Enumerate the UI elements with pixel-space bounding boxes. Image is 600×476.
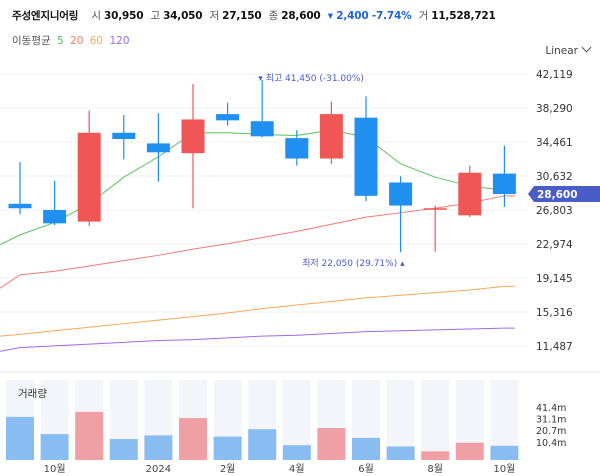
volume-pane-title: 거래량 xyxy=(18,388,47,400)
low-value: 27,150 xyxy=(222,10,262,22)
open-value: 30,950 xyxy=(103,10,144,22)
volume-tick-label: 20.7m xyxy=(536,426,566,437)
close-value: 28,600 xyxy=(281,10,321,22)
scale-label: Linear xyxy=(545,45,578,57)
volume-bar[interactable] xyxy=(386,446,415,460)
max-price-annotation: ▾ 최고 41,450 (-31.00%) xyxy=(258,73,364,84)
volume-bar[interactable] xyxy=(455,442,484,460)
volume-bar[interactable] xyxy=(179,418,207,460)
volume-bar[interactable] xyxy=(109,439,138,460)
candle-body[interactable] xyxy=(492,173,516,195)
candle-body[interactable] xyxy=(423,208,447,210)
stock-name: 주성엔지니어링 xyxy=(12,10,79,22)
change-value: ▾ 2,400 -7.74% xyxy=(327,10,412,22)
volume-bar[interactable] xyxy=(421,451,450,460)
x-tick-label: 10월 xyxy=(493,463,515,475)
y-tick-label: 26,803 xyxy=(536,205,573,217)
x-tick-label: 2024 xyxy=(146,464,171,475)
x-tick-label: 10월 xyxy=(44,463,66,475)
volume-bar[interactable] xyxy=(352,437,380,460)
x-tick-label: 6월 xyxy=(358,463,374,475)
high-value: 34,050 xyxy=(163,10,203,22)
volume-bar[interactable] xyxy=(144,435,173,460)
candle-body[interactable] xyxy=(146,143,170,153)
ma5-line xyxy=(0,129,515,246)
ma20-legend[interactable]: 20 xyxy=(70,35,84,47)
y-tick-label: 11,487 xyxy=(536,341,573,353)
x-tick-label: 4월 xyxy=(289,463,305,475)
y-tick-label: 22,974 xyxy=(536,239,573,251)
volume-bar[interactable] xyxy=(6,416,34,460)
volume-bar[interactable] xyxy=(213,436,242,460)
stock-header: 주성엔지니어링 시 30,950 고 34,050 저 27,150 종 28,… xyxy=(12,8,496,23)
volume-bar[interactable] xyxy=(40,434,69,460)
current-price-label: 28,600 xyxy=(537,189,578,201)
ma60-line xyxy=(0,285,515,337)
current-price-tag xyxy=(528,186,600,203)
candle-body[interactable] xyxy=(389,182,413,206)
volume-tick-label: 31.1m xyxy=(536,415,566,426)
x-tick-label: 8월 xyxy=(427,463,443,475)
y-tick-label: 38,290 xyxy=(536,103,573,115)
candle-body[interactable] xyxy=(458,172,482,216)
candle-body[interactable] xyxy=(77,132,101,222)
y-tick-label: 19,145 xyxy=(536,273,573,285)
y-tick-label: 34,461 xyxy=(536,137,573,149)
volume-bar[interactable] xyxy=(75,411,104,460)
min-price-annotation: 최저 22,050 (29.71%) ▴ xyxy=(302,258,405,269)
ma60-legend[interactable]: 60 xyxy=(89,35,104,47)
low-label: 저 xyxy=(209,10,220,22)
ma20-line xyxy=(0,195,515,289)
ma-legend-label: 이동평균 xyxy=(12,35,51,47)
ma120-line xyxy=(0,327,515,352)
volume-bar[interactable] xyxy=(490,445,519,460)
volume-tick-label: 10.4m xyxy=(536,438,566,449)
candle-body[interactable] xyxy=(112,132,136,139)
volume-tick-label: 41.4m xyxy=(536,403,566,414)
y-tick-label: 15,316 xyxy=(536,307,573,319)
candle-body[interactable] xyxy=(354,117,378,196)
candle-body[interactable] xyxy=(216,114,240,121)
x-tick-label: 2월 xyxy=(220,463,236,475)
ma-legend: 이동평균 5 20 60 120 xyxy=(12,33,133,48)
volume-column-bg xyxy=(421,380,450,460)
close-label: 종 xyxy=(268,10,279,22)
volume-bar[interactable] xyxy=(317,427,346,460)
volume-label: 거 xyxy=(418,10,429,22)
candle-body[interactable] xyxy=(319,114,343,159)
ma120-legend[interactable]: 120 xyxy=(109,35,130,47)
candle-body[interactable] xyxy=(43,210,67,224)
candle-body[interactable] xyxy=(181,119,205,154)
candle-body[interactable] xyxy=(285,138,309,159)
volume-bar[interactable] xyxy=(248,429,277,460)
volume-bar[interactable] xyxy=(282,445,311,460)
volume-value: 11,528,721 xyxy=(431,10,496,22)
ma5-legend[interactable]: 5 xyxy=(56,35,64,47)
scale-dropdown[interactable]: Linear xyxy=(545,42,592,57)
candle-body[interactable] xyxy=(8,203,32,209)
y-tick-label: 30,632 xyxy=(536,171,573,183)
y-tick-label: 42,119 xyxy=(536,69,573,81)
open-label: 시 xyxy=(91,10,101,22)
candle-body[interactable] xyxy=(250,121,274,137)
high-label: 고 xyxy=(150,10,160,22)
